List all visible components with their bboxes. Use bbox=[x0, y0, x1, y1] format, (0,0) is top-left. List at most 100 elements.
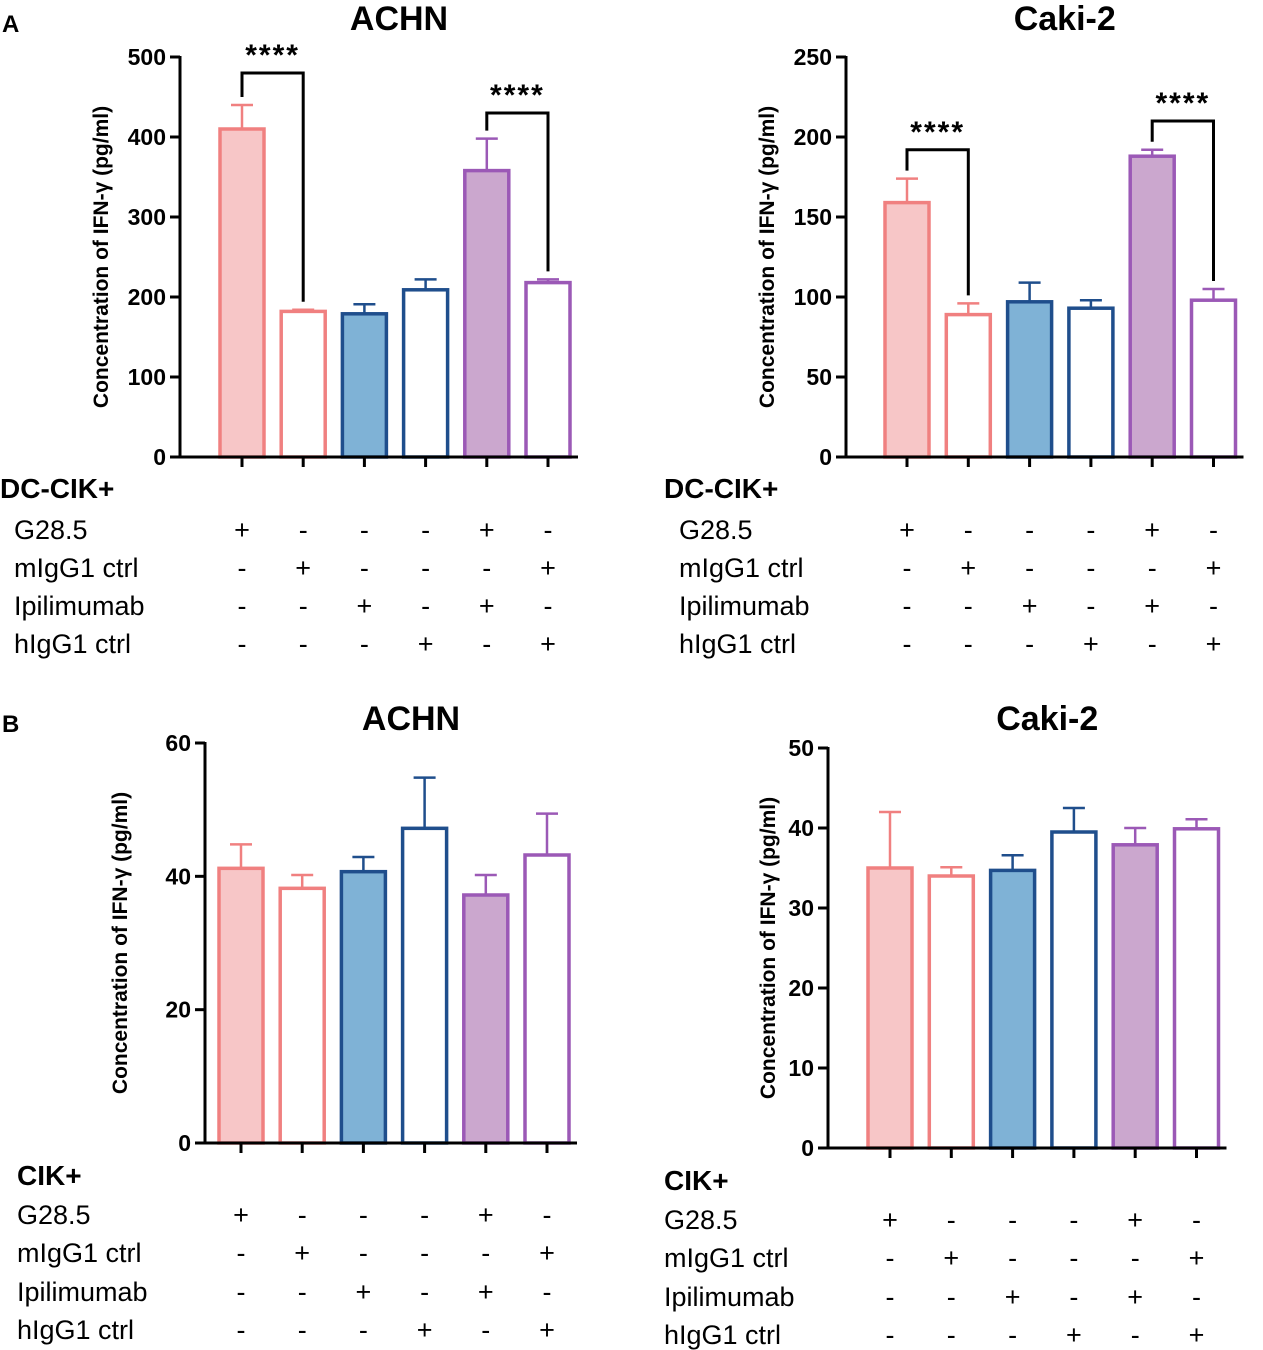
condition-sign: - bbox=[359, 1238, 368, 1268]
condition-sign: - bbox=[237, 1238, 246, 1268]
condition-sign: + bbox=[357, 591, 373, 621]
condition-sign: + bbox=[539, 1315, 555, 1345]
y-tick-label: 250 bbox=[794, 44, 832, 70]
bar bbox=[524, 280, 572, 459]
condition-sign: + bbox=[539, 1238, 555, 1268]
condition-row-label: mIgG1 ctrl bbox=[664, 1243, 789, 1273]
condition-sign: - bbox=[421, 515, 430, 545]
condition-sign: - bbox=[1086, 553, 1095, 583]
condition-sign: + bbox=[294, 1238, 310, 1268]
condition-sign: - bbox=[1008, 1243, 1017, 1273]
condition-sign: - bbox=[886, 1282, 895, 1312]
condition-sign: + bbox=[417, 1315, 433, 1345]
condition-sign: + bbox=[356, 1277, 372, 1307]
condition-sign: - bbox=[964, 629, 973, 659]
condition-sign: - bbox=[481, 1238, 490, 1268]
bar bbox=[1005, 300, 1054, 459]
condition-sign: + bbox=[943, 1243, 959, 1273]
y-tick-label: 400 bbox=[128, 124, 166, 150]
chart-title: Caki-2 bbox=[996, 700, 1098, 738]
chart-b-achn: ACHN Concentration of IFN-γ (pg/ml) 0 20 40 6… bbox=[17, 700, 577, 1345]
y-tick-label: 40 bbox=[165, 863, 191, 889]
y-tick-label: 100 bbox=[128, 364, 166, 390]
condition-sign: - bbox=[299, 629, 308, 659]
condition-sign: + bbox=[882, 1205, 898, 1235]
condition-sign: - bbox=[1069, 1205, 1078, 1235]
condition-row-label: mIgG1 ctrl bbox=[17, 1238, 142, 1268]
y-tick-label: 300 bbox=[128, 204, 166, 230]
y-tick-label: 50 bbox=[788, 735, 814, 761]
condition-sign: - bbox=[360, 629, 369, 659]
chart-b-caki2: Caki-2 Concentration of IFN-γ (pg/ml) 0 10 2… bbox=[664, 700, 1227, 1350]
bar bbox=[339, 869, 388, 1145]
condition-row-label: G28.5 bbox=[679, 515, 753, 545]
condition-sign: - bbox=[238, 553, 247, 583]
y-axis-label: Concentration of IFN-γ (pg/ml) bbox=[756, 106, 779, 408]
y-tick-label: 0 bbox=[801, 1135, 814, 1161]
bar bbox=[1128, 154, 1176, 459]
y-tick-label: 200 bbox=[794, 124, 832, 150]
condition-sign: - bbox=[237, 1315, 246, 1345]
condition-header: CIK+ bbox=[17, 1160, 82, 1191]
panel-label-b: B bbox=[2, 711, 19, 738]
condition-row-label: mIgG1 ctrl bbox=[14, 553, 139, 583]
condition-sign: + bbox=[234, 515, 250, 545]
significance-bracket bbox=[1150, 119, 1215, 281]
y-tick-label: 0 bbox=[153, 444, 166, 470]
condition-sign: + bbox=[1127, 1205, 1143, 1235]
condition-header: CIK+ bbox=[664, 1165, 729, 1196]
y-tick-label: 50 bbox=[806, 364, 832, 390]
condition-sign: - bbox=[421, 553, 430, 583]
condition-sign: + bbox=[1127, 1282, 1143, 1312]
condition-sign: - bbox=[1086, 591, 1095, 621]
y-tick-label: 20 bbox=[788, 975, 814, 1001]
bar bbox=[279, 309, 327, 459]
y-tick-label: 500 bbox=[128, 44, 166, 70]
condition-sign: - bbox=[1209, 515, 1218, 545]
condition-sign: + bbox=[1083, 629, 1099, 659]
condition-sign: - bbox=[543, 1200, 552, 1230]
y-tick-label: 10 bbox=[788, 1055, 814, 1081]
condition-sign: - bbox=[299, 591, 308, 621]
bar bbox=[1172, 827, 1221, 1150]
condition-sign: - bbox=[237, 1277, 246, 1307]
condition-row-label: mIgG1 ctrl bbox=[679, 553, 804, 583]
condition-sign: - bbox=[544, 515, 553, 545]
condition-sign: + bbox=[960, 553, 976, 583]
condition-sign: - bbox=[420, 1238, 429, 1268]
condition-sign: + bbox=[540, 629, 556, 659]
condition-header: DC-CIK+ bbox=[0, 473, 114, 504]
y-tick-label: 30 bbox=[788, 895, 814, 921]
condition-row-label: Ipilimumab bbox=[14, 591, 145, 621]
condition-sign: - bbox=[903, 591, 912, 621]
condition-sign: + bbox=[1144, 515, 1160, 545]
chart-a-caki2: Caki-2 Concentration of IFN-γ (pg/ml) 0 50 1… bbox=[664, 0, 1244, 659]
condition-sign: + bbox=[540, 553, 556, 583]
bar bbox=[1111, 843, 1159, 1150]
bar bbox=[988, 868, 1037, 1150]
significance-label: **** bbox=[245, 39, 300, 72]
condition-sign: - bbox=[238, 591, 247, 621]
condition-sign: - bbox=[903, 629, 912, 659]
condition-sign: + bbox=[1206, 553, 1222, 583]
condition-sign: - bbox=[903, 553, 912, 583]
bar bbox=[462, 893, 510, 1145]
condition-sign: - bbox=[947, 1205, 956, 1235]
chart-title: ACHN bbox=[350, 0, 448, 38]
condition-sign: - bbox=[964, 515, 973, 545]
bar bbox=[400, 826, 449, 1145]
condition-row-label: Ipilimumab bbox=[17, 1277, 148, 1307]
condition-row-label: Ipilimumab bbox=[679, 591, 810, 621]
condition-sign: - bbox=[298, 1277, 307, 1307]
condition-sign: + bbox=[478, 1200, 494, 1230]
condition-row-label: G28.5 bbox=[17, 1200, 91, 1230]
condition-row-label: G28.5 bbox=[14, 515, 88, 545]
condition-sign: - bbox=[1192, 1205, 1201, 1235]
bar bbox=[278, 886, 326, 1145]
condition-sign: - bbox=[360, 553, 369, 583]
condition-row-label: hIgG1 ctrl bbox=[679, 629, 796, 659]
condition-sign: - bbox=[1008, 1320, 1017, 1350]
condition-sign: - bbox=[482, 629, 491, 659]
condition-sign: - bbox=[298, 1200, 307, 1230]
